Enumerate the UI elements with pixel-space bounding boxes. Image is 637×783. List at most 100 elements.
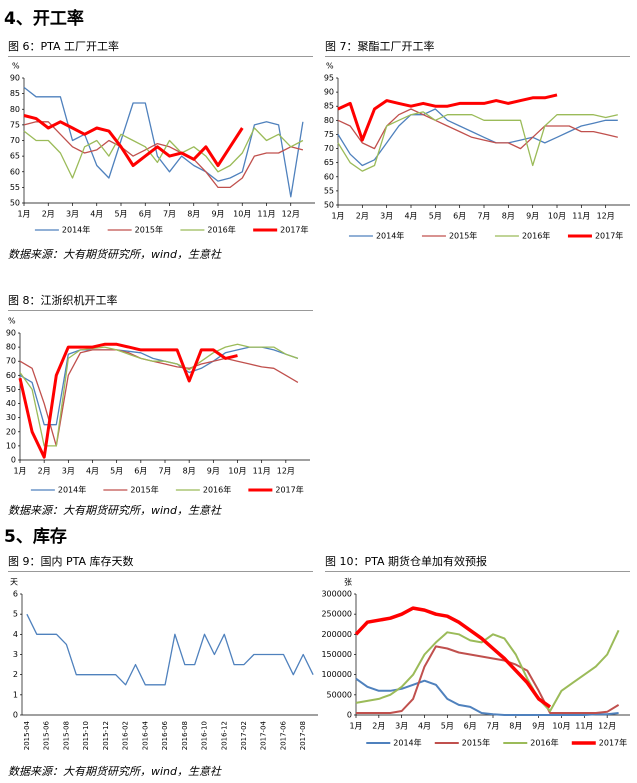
legend-label: 2015年 <box>135 225 163 235</box>
legend-label: 2014年 <box>58 485 86 495</box>
legend-label: 2014年 <box>376 231 404 241</box>
unit-label: % <box>326 62 334 71</box>
y-tick-label: 55 <box>10 183 20 192</box>
x-tick-label: 1月 <box>17 210 30 219</box>
legend-label: 2017年 <box>595 231 623 241</box>
x-tick-label: 5月 <box>429 212 442 221</box>
x-tick-label: 1月 <box>349 722 362 731</box>
y-tick-label: 300000 <box>321 590 352 599</box>
x-tick-label: 2017-06 <box>279 720 287 750</box>
x-tick-label: 2月 <box>42 210 55 219</box>
y-tick-label: 250000 <box>321 610 352 619</box>
y-tick-label: 90 <box>10 74 20 83</box>
legend-label: 2017年 <box>280 225 308 235</box>
series-line <box>354 606 552 709</box>
x-tick-label: 5月 <box>441 722 454 731</box>
x-tick-label: 4月 <box>86 467 99 476</box>
y-tick-label: 60 <box>6 371 16 380</box>
x-tick-label: 2月 <box>38 467 51 476</box>
x-tick-label: 11月 <box>572 212 590 221</box>
x-tick-label: 12月 <box>282 210 300 219</box>
x-tick-label: 2015-10 <box>82 721 90 750</box>
legend-label: 2015年 <box>130 485 158 495</box>
y-tick-label: 50000 <box>327 690 352 699</box>
legend-label: 2016年 <box>522 231 550 241</box>
series-line <box>26 613 314 686</box>
x-tick-label: 6月 <box>134 467 147 476</box>
x-tick-label: 5月 <box>114 210 127 219</box>
y-tick-label: 75 <box>324 130 334 139</box>
series-line <box>337 108 618 150</box>
y-tick-label: 5 <box>13 610 18 619</box>
x-tick-label: 4月 <box>418 722 431 731</box>
legend-label: 2014年 <box>62 225 90 235</box>
legend-label: 2016年 <box>203 485 231 495</box>
figure-title: 图 9：国内 PTA 库存天数 <box>8 553 313 572</box>
y-tick-label: 30 <box>6 413 16 422</box>
series-line <box>19 349 299 447</box>
legend-label: 2015年 <box>449 231 477 241</box>
x-tick-label: 2016-12 <box>220 721 228 750</box>
y-tick-label: 6 <box>13 590 18 599</box>
x-tick-label: 3月 <box>66 210 79 219</box>
x-tick-label: 2015-08 <box>62 721 70 750</box>
unit-label: % <box>8 317 16 326</box>
x-tick-label: 12月 <box>597 212 615 221</box>
y-tick-label: 80 <box>324 116 334 125</box>
series-line <box>18 342 238 459</box>
x-tick-label: 10月 <box>228 467 246 476</box>
x-tick-label: 9月 <box>532 722 545 731</box>
x-tick-label: 7月 <box>158 467 171 476</box>
y-tick-label: 60 <box>324 172 334 181</box>
figure-title: 图 6：PTA 工厂开工率 <box>8 38 313 57</box>
unit-label: 张 <box>344 578 352 587</box>
x-tick-label: 2015-06 <box>43 720 51 750</box>
figure-title: 图 10：PTA 期货仓单加有效预报 <box>325 553 630 572</box>
series-line <box>355 677 619 716</box>
x-tick-label: 9月 <box>207 467 220 476</box>
x-tick-label: 11月 <box>253 467 271 476</box>
y-tick-label: 85 <box>10 89 20 98</box>
legend-label: 2017年 <box>275 485 303 495</box>
y-tick-label: 0 <box>11 456 16 465</box>
heading: 5、库存 <box>4 527 67 547</box>
y-tick-label: 50 <box>10 199 20 208</box>
y-tick-label: 10 <box>6 441 16 450</box>
x-tick-label: 7月 <box>163 210 176 219</box>
x-tick-label: 10月 <box>552 722 570 731</box>
x-tick-label: 2016-02 <box>122 721 130 750</box>
x-tick-label: 3月 <box>395 722 408 731</box>
x-tick-label: 1月 <box>331 212 344 221</box>
series-line <box>337 108 618 167</box>
x-tick-label: 3月 <box>380 212 393 221</box>
y-tick-label: 65 <box>10 152 20 161</box>
x-tick-label: 12月 <box>598 722 616 731</box>
x-tick-label: 10月 <box>548 212 566 221</box>
series-line <box>337 93 558 142</box>
y-tick-label: 85 <box>324 102 334 111</box>
x-tick-label: 2016-10 <box>201 721 209 750</box>
heading: 4、开工率 <box>4 9 84 29</box>
legend-label: 2016年 <box>207 225 235 235</box>
y-tick-label: 1 <box>13 690 18 699</box>
y-tick-label: 150000 <box>321 650 352 659</box>
y-tick-label: 90 <box>6 329 16 338</box>
x-tick-label: 2016-04 <box>141 720 149 750</box>
y-tick-label: 65 <box>324 158 334 167</box>
series-line <box>23 86 304 198</box>
x-tick-label: 11月 <box>575 722 593 731</box>
y-tick-label: 70 <box>10 136 20 145</box>
x-tick-label: 8月 <box>509 722 522 731</box>
x-tick-label: 2017-08 <box>299 721 307 750</box>
x-tick-label: 6月 <box>464 722 477 731</box>
figure-title: 图 7：聚酯工厂开工率 <box>325 38 630 57</box>
x-tick-label: 12月 <box>277 467 295 476</box>
y-tick-label: 100000 <box>321 670 352 679</box>
x-tick-label: 2017-02 <box>240 721 248 750</box>
y-tick-label: 200000 <box>321 630 352 639</box>
y-tick-label: 70 <box>6 357 16 366</box>
series-line <box>356 645 620 714</box>
x-tick-label: 2016-08 <box>181 721 189 750</box>
source: 数据来源：大有期货研究所，wind，生意社 <box>8 504 222 517</box>
